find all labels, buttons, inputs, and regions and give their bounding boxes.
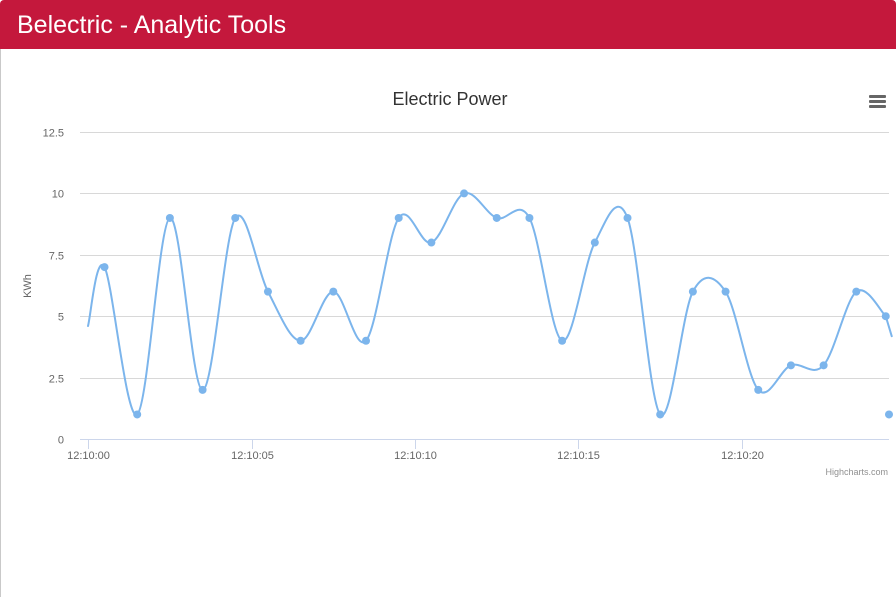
data-point	[881, 312, 890, 321]
data-point	[460, 189, 469, 198]
chart-title: Electric Power	[392, 89, 507, 109]
data-point	[754, 385, 763, 394]
chart-panel	[1, 49, 896, 597]
hamburger-menu-icon-bar	[869, 105, 886, 108]
data-point	[296, 336, 305, 345]
x-tick-label: 12:10:10	[394, 450, 437, 462]
data-point	[721, 287, 730, 296]
data-point	[885, 410, 893, 419]
y-axis-label: KWh	[22, 274, 34, 298]
data-point	[198, 385, 207, 394]
data-point	[427, 238, 436, 247]
data-point	[819, 361, 828, 370]
data-point	[590, 238, 599, 247]
y-tick-label: 12.5	[43, 128, 64, 140]
hamburger-menu-icon-bar	[869, 100, 886, 103]
data-point	[165, 213, 174, 222]
series-line	[87, 192, 893, 417]
data-point	[263, 287, 272, 296]
data-point	[852, 287, 861, 296]
data-point	[786, 361, 795, 370]
x-tick-label: 12:10:15	[557, 450, 600, 462]
data-point	[688, 287, 697, 296]
y-tick-label: 2.5	[49, 374, 64, 386]
data-point	[623, 213, 632, 222]
data-point	[394, 213, 403, 222]
credits-link[interactable]: Highcharts.com	[825, 467, 888, 477]
y-tick-label: 0	[58, 435, 64, 447]
y-tick-label: 10	[52, 189, 64, 201]
data-point	[492, 213, 501, 222]
data-point	[100, 263, 109, 272]
chart-menu-button[interactable]	[868, 93, 888, 111]
data-point	[558, 336, 567, 345]
data-point	[231, 213, 240, 222]
panel-border	[0, 49, 1, 597]
y-tick-label: 7.5	[49, 251, 64, 263]
x-tick-label: 12:10:20	[721, 450, 764, 462]
x-tick-label: 12:10:05	[231, 450, 274, 462]
data-point	[525, 213, 534, 222]
data-point	[329, 287, 338, 296]
hamburger-menu-icon	[869, 95, 886, 98]
app-title: Belectric - Analytic Tools	[17, 11, 287, 39]
y-tick-label: 5	[58, 312, 64, 324]
data-point	[133, 410, 142, 419]
data-point	[656, 410, 665, 419]
app-header: Belectric - Analytic Tools	[0, 0, 896, 49]
data-point	[362, 336, 371, 345]
x-tick-label: 12:10:00	[67, 450, 110, 462]
